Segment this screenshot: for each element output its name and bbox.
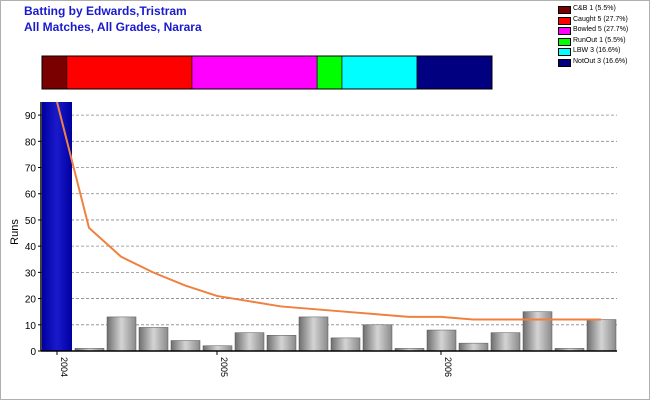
axes: [40, 102, 617, 352]
x-axis-ticks: 2004 2005 2006: [56, 351, 453, 377]
legend-label: NotOut 3 (16.6%): [573, 57, 628, 65]
bar: [586, 319, 617, 352]
bar: [458, 342, 489, 352]
dismissal-segment: [416, 55, 493, 90]
legend-swatch: [558, 27, 571, 35]
bar: [522, 311, 553, 352]
legend-item: RunOut 1 (5.5%): [556, 37, 646, 48]
gridlines: [41, 114, 617, 326]
y-tick-label: 20: [25, 295, 37, 306]
y-axis-ticks: 0 10 20 30 40 50 60 70 80 90: [25, 111, 41, 358]
y-tick-label: 90: [25, 111, 37, 122]
y-tick-label: 80: [25, 137, 37, 148]
legend-item: Caught 5 (27.7%): [556, 16, 646, 27]
dismissal-strip-border: [41, 55, 493, 90]
chart-title: Batting by Edwards,Tristram: [24, 4, 187, 18]
bar: [106, 316, 137, 352]
x-tick-label: 2005: [219, 357, 229, 377]
bar: [138, 327, 169, 352]
x-tick-label: 2004: [59, 357, 69, 377]
legend-swatch: [558, 37, 571, 46]
bars: [42, 101, 617, 352]
y-tick-label: 30: [25, 268, 37, 279]
bar: [362, 324, 393, 352]
bar: [266, 335, 297, 352]
bar: [426, 329, 457, 352]
legend-label: RunOut 1 (5.5%): [573, 36, 626, 44]
legend: C&B 1 (5.5%) Caught 5 (27.7%) Bowled 5 (…: [556, 5, 646, 68]
y-tick-label: 40: [25, 242, 37, 253]
y-tick-label: 0: [30, 347, 36, 358]
dismissal-segment: [316, 55, 343, 90]
legend-label: Bowled 5 (27.7%): [573, 26, 629, 33]
dismissal-strip: [41, 55, 493, 90]
legend-swatch: [558, 58, 571, 67]
y-tick-label: 10: [25, 321, 37, 332]
bar: [330, 337, 361, 352]
bar: [234, 332, 265, 352]
chart-subtitle: All Matches, All Grades, Narara: [24, 20, 202, 34]
y-tick-label: 70: [25, 164, 37, 175]
legend-swatch: [558, 6, 571, 14]
legend-item: LBW 3 (16.6%): [556, 47, 646, 58]
y-tick-label: 50: [25, 216, 37, 227]
legend-item: Bowled 5 (27.7%): [556, 26, 646, 37]
dismissal-segment: [66, 55, 193, 90]
bar: [202, 345, 233, 352]
x-tick-label: 2006: [443, 357, 453, 377]
bar: [298, 316, 329, 352]
dismissal-segment: [341, 55, 418, 90]
y-axis-label: Runs: [9, 219, 21, 245]
y-tick-label: 60: [25, 190, 37, 201]
bar: [490, 332, 521, 352]
average-line: [56, 101, 601, 321]
legend-swatch: [558, 16, 571, 25]
dismissal-segment: [41, 55, 68, 90]
legend-swatch: [558, 48, 571, 56]
legend-label: LBW 3 (16.6%): [573, 47, 621, 54]
legend-label: C&B 1 (5.5%): [573, 5, 616, 12]
legend-item: C&B 1 (5.5%): [556, 5, 646, 16]
dismissal-segment: [191, 55, 318, 90]
legend-item: NotOut 3 (16.6%): [556, 58, 646, 69]
bar: [170, 340, 201, 352]
legend-label: Caught 5 (27.7%): [573, 15, 628, 23]
